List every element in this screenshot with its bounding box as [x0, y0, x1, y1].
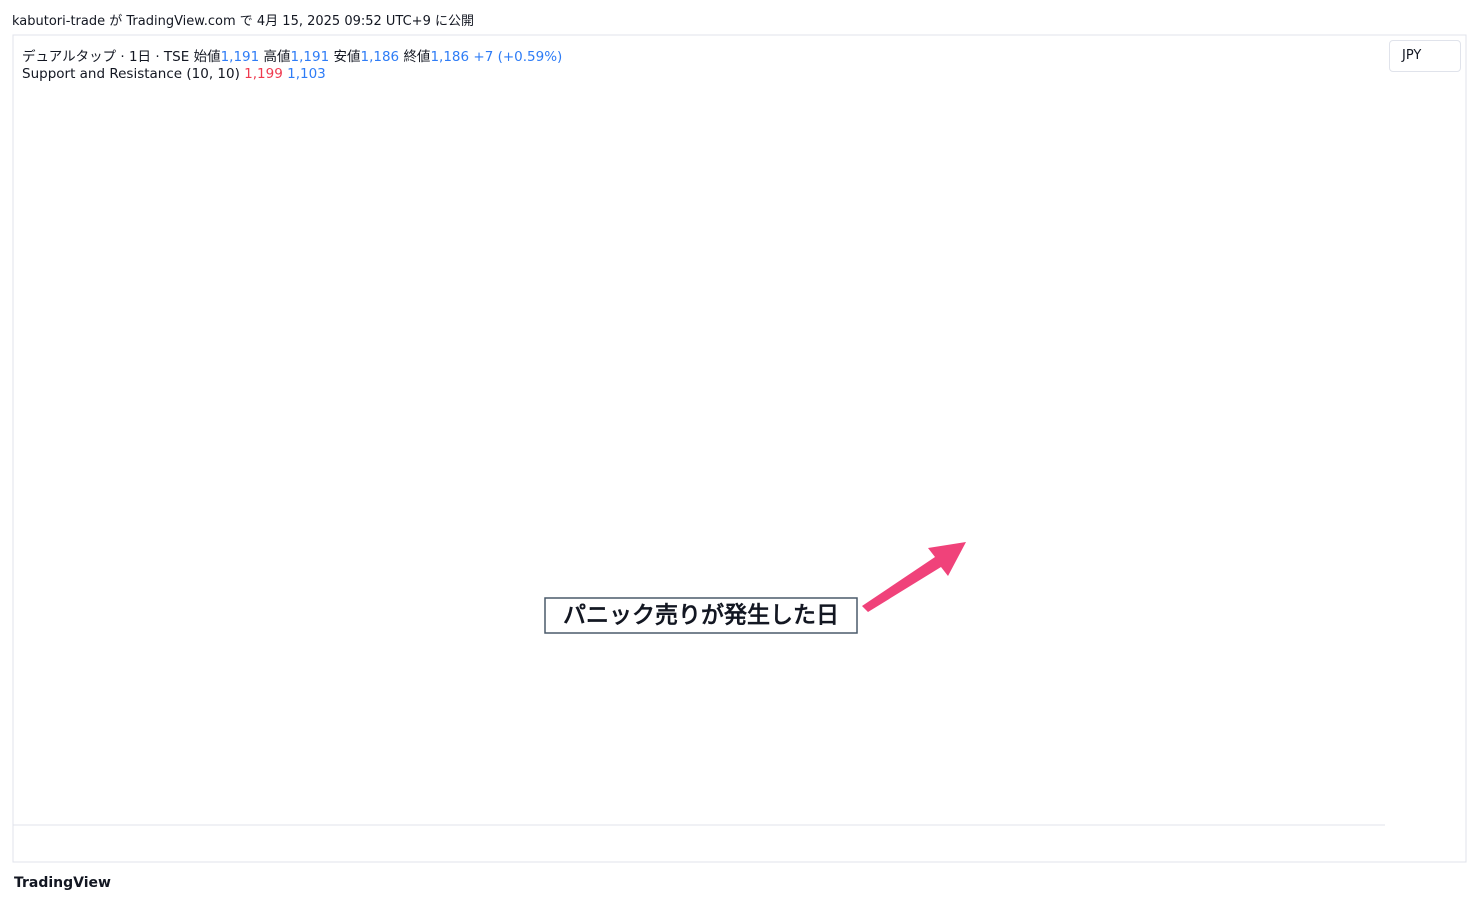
field-value: 1,191: [220, 49, 260, 65]
indicator-legend: Support and Resistance (10, 10) 1,199 1,…: [22, 66, 326, 82]
symbol: デュアルタップ · 1日 · TSE: [22, 49, 190, 65]
resistance-value: 1,199: [244, 66, 283, 82]
support-value: 1,103: [287, 66, 326, 82]
brand: TradingView: [14, 875, 111, 891]
field-value: 1,186: [430, 49, 470, 65]
field-name: 終値: [403, 49, 431, 65]
publish-note: kabutori-trade が TradingView.com で 4月 15…: [12, 14, 474, 29]
field-value: 1,191: [290, 49, 330, 65]
change: +7 (+0.59%): [473, 49, 563, 65]
annotation-box: [544, 597, 858, 634]
indicator-name: Support and Resistance (10, 10): [22, 66, 240, 82]
field-name: 高値: [263, 49, 291, 65]
arrow: [862, 542, 966, 612]
legend: デュアルタップ · 1日 · TSE 始値1,191 高値1,191 安値1,1…: [22, 45, 562, 65]
annotation: パニック売りが発生した日: [563, 602, 839, 629]
field-value: 1,186: [360, 49, 400, 65]
field-name: 安値: [333, 49, 361, 65]
field-name: 始値: [193, 49, 221, 65]
frame: [12, 34, 1467, 863]
currency-button[interactable]: JPY: [1389, 40, 1461, 72]
